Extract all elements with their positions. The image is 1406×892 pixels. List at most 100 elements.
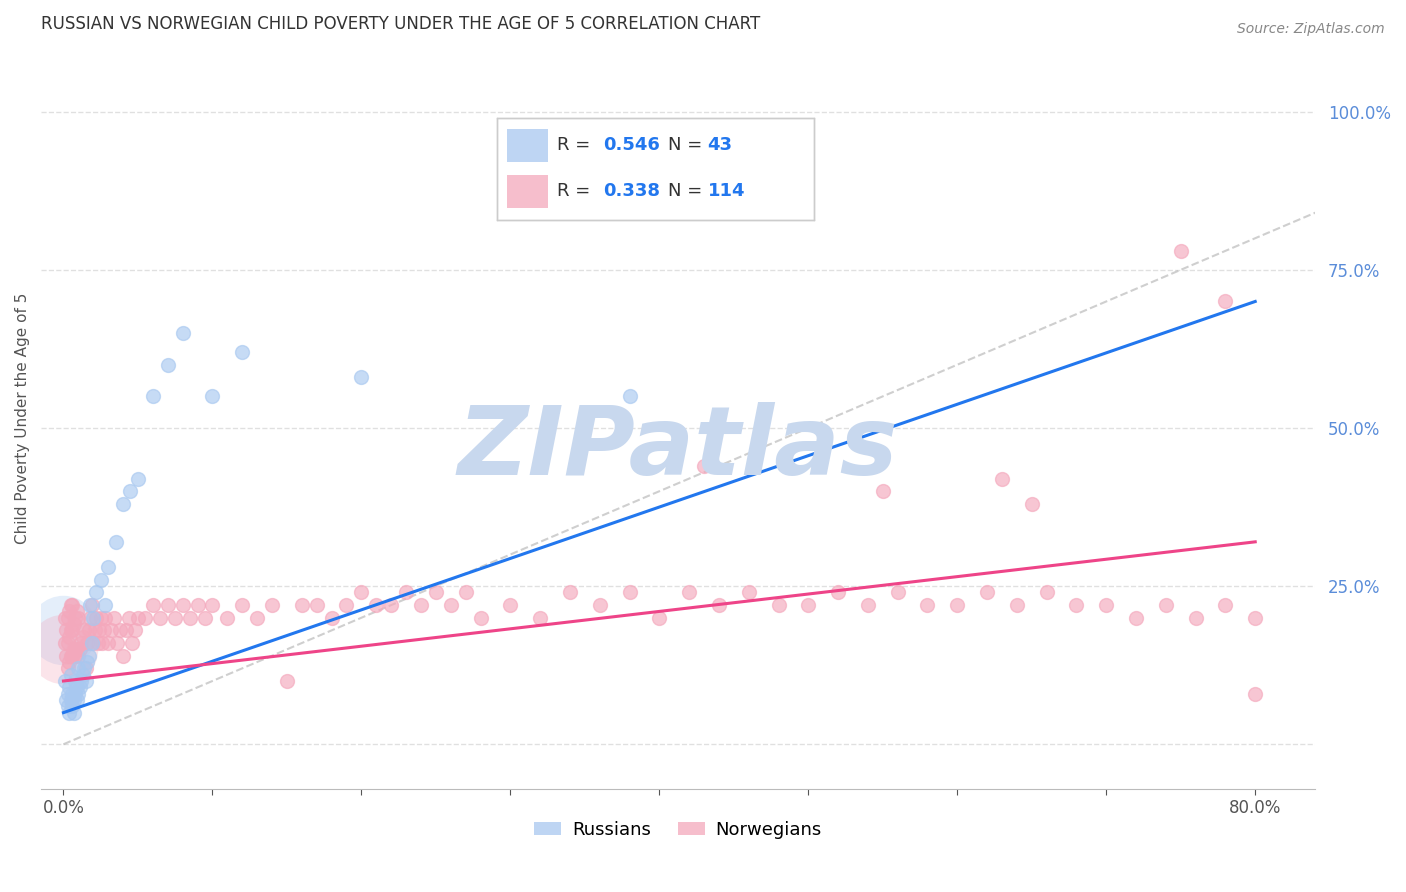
Point — [82, 636, 104, 650]
Point — [172, 598, 194, 612]
Point — [1244, 687, 1267, 701]
Point — [66, 693, 89, 707]
Point — [67, 648, 90, 663]
Point — [55, 648, 77, 663]
Point — [246, 611, 269, 625]
Point — [201, 598, 224, 612]
Point — [827, 585, 849, 599]
Point — [104, 534, 127, 549]
Text: Source: ZipAtlas.com: Source: ZipAtlas.com — [1237, 22, 1385, 37]
Point — [58, 681, 80, 695]
Point — [65, 673, 87, 688]
Point — [52, 624, 75, 638]
Point — [142, 598, 165, 612]
Text: 114: 114 — [707, 182, 745, 200]
Point — [53, 673, 76, 688]
Point — [100, 624, 122, 638]
Point — [707, 598, 730, 612]
Point — [80, 598, 103, 612]
Point — [55, 693, 77, 707]
Point — [917, 598, 939, 612]
Point — [73, 624, 96, 638]
Point — [59, 693, 82, 707]
Point — [156, 598, 179, 612]
Point — [194, 611, 217, 625]
Point — [65, 687, 87, 701]
Point — [1021, 497, 1043, 511]
Point — [619, 585, 641, 599]
Point — [60, 624, 83, 638]
Point — [1154, 598, 1177, 612]
Point — [1170, 244, 1192, 258]
Point — [56, 661, 79, 675]
Point — [66, 681, 89, 695]
Point — [103, 611, 125, 625]
Point — [1215, 294, 1237, 309]
Point — [678, 585, 700, 599]
Point — [79, 611, 101, 625]
Point — [84, 585, 107, 599]
Point — [60, 598, 83, 612]
Point — [142, 389, 165, 403]
Point — [186, 598, 208, 612]
Point — [440, 598, 463, 612]
Point — [59, 598, 82, 612]
Point — [115, 624, 138, 638]
Point — [60, 699, 83, 714]
Point — [124, 624, 146, 638]
Point — [75, 673, 97, 688]
Point — [589, 598, 612, 612]
Point — [55, 624, 77, 638]
Point — [83, 624, 105, 638]
Point — [91, 636, 114, 650]
Text: R =: R = — [557, 136, 596, 154]
Point — [201, 389, 224, 403]
Point — [797, 598, 820, 612]
Point — [305, 598, 328, 612]
Point — [1215, 598, 1237, 612]
Point — [72, 667, 94, 681]
Point — [76, 655, 98, 669]
Point — [94, 611, 117, 625]
Point — [499, 598, 522, 612]
Bar — [506, 175, 548, 208]
Point — [156, 358, 179, 372]
Point — [529, 611, 551, 625]
Point — [94, 598, 117, 612]
Point — [118, 611, 141, 625]
Point — [76, 636, 98, 650]
Point — [738, 585, 761, 599]
Point — [127, 472, 149, 486]
Point — [1095, 598, 1118, 612]
Point — [79, 598, 101, 612]
Point — [87, 636, 110, 650]
Point — [693, 458, 716, 473]
Point — [619, 389, 641, 403]
Point — [470, 611, 492, 625]
Point — [59, 648, 82, 663]
Point — [63, 642, 86, 657]
Text: R =: R = — [557, 182, 596, 200]
Point — [1244, 611, 1267, 625]
Point — [276, 673, 298, 688]
Point — [53, 636, 76, 650]
Point — [89, 624, 111, 638]
Point — [886, 585, 908, 599]
Text: RUSSIAN VS NORWEGIAN CHILD POVERTY UNDER THE AGE OF 5 CORRELATION CHART: RUSSIAN VS NORWEGIAN CHILD POVERTY UNDER… — [41, 15, 761, 33]
Point — [366, 598, 388, 612]
Point — [59, 624, 82, 638]
Point — [946, 598, 969, 612]
Text: 43: 43 — [707, 136, 733, 154]
Point — [991, 472, 1014, 486]
Point — [67, 611, 90, 625]
Point — [108, 624, 131, 638]
Text: 0.338: 0.338 — [603, 182, 661, 200]
Point — [335, 598, 357, 612]
Point — [56, 611, 79, 625]
Point — [77, 624, 100, 638]
Text: N =: N = — [668, 182, 709, 200]
Point — [425, 585, 447, 599]
Point — [56, 699, 79, 714]
Y-axis label: Child Poverty Under the Age of 5: Child Poverty Under the Age of 5 — [15, 293, 30, 544]
Point — [395, 585, 418, 599]
